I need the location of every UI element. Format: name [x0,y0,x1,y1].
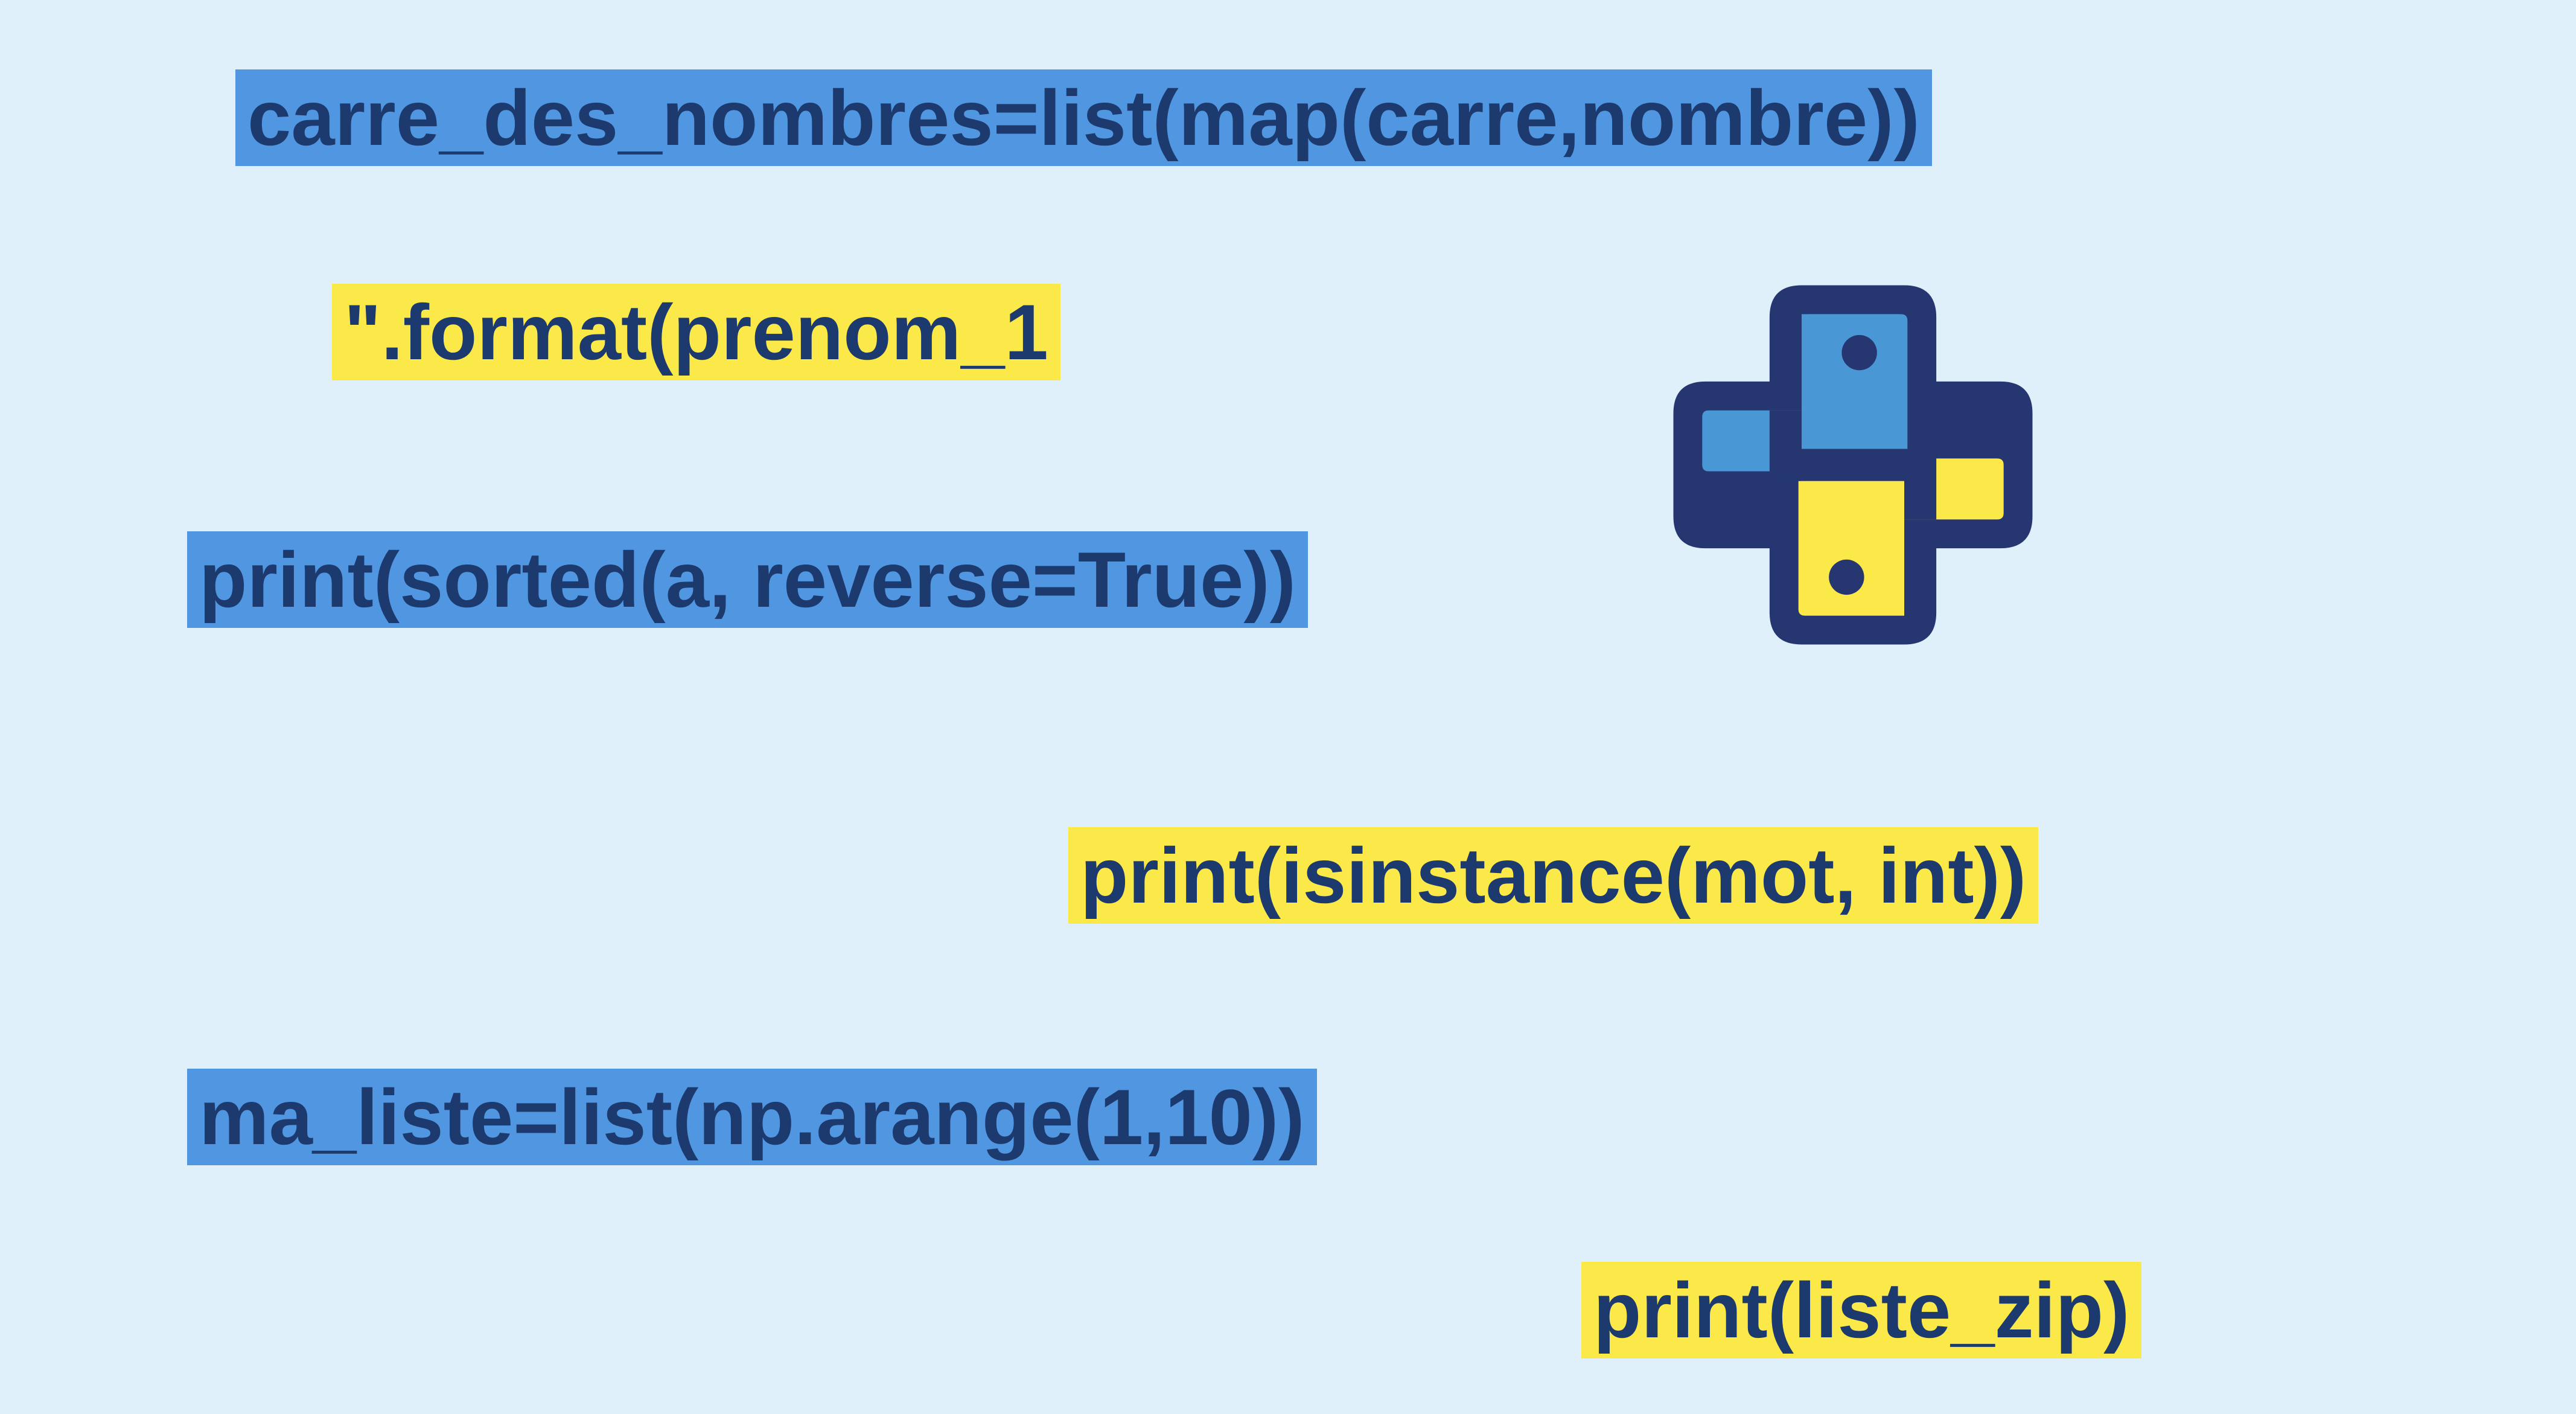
code-text: print(isinstance(mot, int)) [1080,828,2026,923]
code-line-2: ".format(prenom_1 [332,284,1060,380]
code-line-5: ma_liste=list(np.arange(1,10)) [187,1069,1317,1165]
code-text: print(liste_zip) [1593,1263,2129,1357]
code-line-1: carre_des_nombres=list(map(carre,nombre)… [235,69,1932,166]
code-line-3: print(sorted(a, reverse=True)) [187,531,1308,628]
code-line-6: print(liste_zip) [1581,1262,2141,1358]
code-text: carre_des_nombres=list(map(carre,nombre)… [247,71,1920,165]
code-line-4: print(isinstance(mot, int)) [1068,827,2038,924]
python-svg [1648,260,2058,670]
code-text: ".format(prenom_1 [344,285,1048,379]
code-text: ma_liste=list(np.arange(1,10)) [199,1070,1305,1164]
python-logo-icon [1648,260,2058,670]
code-text: print(sorted(a, reverse=True)) [199,533,1296,627]
